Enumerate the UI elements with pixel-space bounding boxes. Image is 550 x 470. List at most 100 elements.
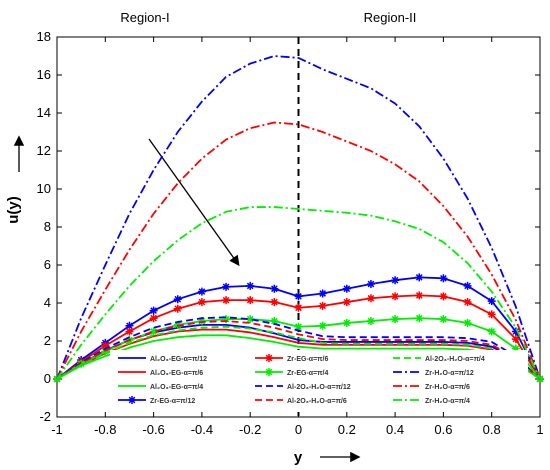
axes: -1 -0.8 -0.6 -0.4 -0.2 0 0.2 0.4 0.6 0.8 1 -2 0 2 4 6 8 1… [13,29,544,463]
x-tick-label: 0 [295,422,302,437]
series-point-3-4 [149,306,158,315]
y-tick-label: 12 [37,143,51,158]
series-point-3-9 [270,284,279,293]
series-point-3-19 [511,327,520,336]
series-point-5-12 [342,318,351,327]
series-point-3-15 [415,273,424,282]
series-point-3-8 [246,281,255,290]
series-point-4-3 [125,327,134,336]
y-tick-label: 8 [44,219,51,234]
series-line-9 [56,55,541,380]
series-point-5-9 [270,317,279,326]
series-point-4-5 [173,304,182,313]
legend-label-7: Al-2O₃-H₂O-α=π/6 [287,398,347,405]
series-point-5-11 [318,321,327,330]
region-ii-label: Region-II [364,10,417,25]
x-tick-label: 0.4 [386,422,404,437]
series-line-8 [56,325,541,380]
series-point-4-2 [101,341,110,350]
series-point-3-5 [173,295,182,304]
legend-label-4: Zr-EG-α=π/6 [287,356,328,363]
series-point-4-17 [463,298,472,307]
legend-label-5: Zr-EG-α=π/4 [287,370,328,377]
series-line-11 [56,206,541,380]
legend-marker-3 [128,396,136,404]
y-axis-label: u(y) [5,196,22,224]
y-tick-label: 0 [44,371,51,386]
series-point-4-19 [511,335,520,344]
series-point-3-3 [125,321,134,330]
y-tick-label: 6 [44,257,51,272]
legend-label-1: Al₂O₃-EG-α=π/6 [150,370,203,377]
legend-marker-4 [265,354,273,362]
x-tick-label: 0.8 [483,422,501,437]
series-line-6 [56,316,541,380]
series-point-4-4 [149,314,158,323]
y-tick-label: 14 [37,105,51,120]
series-point-4-15 [415,291,424,300]
series-point-4-16 [439,292,448,301]
y-tick-label: 10 [37,181,51,196]
series-point-3-13 [366,280,375,288]
series-point-3-17 [463,281,472,290]
series-point-5-16 [439,315,448,324]
x-tick-label: 1 [536,422,543,437]
series-point-4-18 [487,310,496,319]
y-tick-label: 18 [37,29,51,44]
x-axis-label: y [294,449,303,466]
plot-series [53,55,544,383]
series-line-7 [56,320,541,380]
region-i-label: Region-I [120,10,169,25]
series-point-5-19 [511,344,520,353]
series-point-5-4 [149,327,158,336]
x-tick-label: -0.2 [239,422,261,437]
series-point-5-7 [222,315,231,324]
legend-box [110,350,528,412]
series-point-4-9 [270,298,279,307]
series-point-3-7 [222,282,231,291]
x-tick-label: -0.6 [142,422,164,437]
series-point-4-6 [197,298,206,307]
series-point-4-14 [391,292,400,301]
series-point-3-11 [318,289,327,298]
series-point-3-6 [197,287,206,296]
series-point-5-18 [487,327,496,336]
y-tick-label: 2 [44,333,51,348]
legend-label-6: Al-2O₃-H₂O-α=π/12 [287,384,351,391]
x-tick-label: 0.6 [434,422,452,437]
series-point-4-12 [342,298,351,307]
y-tick-label: 4 [44,295,51,310]
legend-label-8: Al-2O₃-H₂O-α=π/4 [425,356,485,363]
legend-label-3: Zr-EG-α=π/12 [150,398,195,405]
series-point-4-10 [294,303,303,312]
series-point-4-7 [222,296,231,305]
series-line-1 [56,328,541,380]
legend-label-2: Al₂O₃-EG-α=π/4 [150,384,203,391]
series-point-3-14 [391,276,400,285]
legend-label-11: Zr-H₂O-α=π/4 [425,398,470,405]
legend: Al₂O₃-EG-α=π/12 Al₂O₃-EG-α=π/6 Al₂O₃-EG-α=… [110,350,528,412]
series-point-3-10 [294,292,303,301]
series-point-5-5 [173,320,182,329]
series-point-4-8 [246,296,255,305]
series-point-5-17 [463,318,472,327]
series-point-5-13 [366,317,375,326]
legend-label-0: Al₂O₃-EG-α=π/12 [150,356,207,363]
x-tick-label: 0.2 [338,422,356,437]
series-point-5-8 [246,315,255,324]
series-point-5-15 [415,314,424,323]
y-tick-label: -2 [39,409,51,424]
series-point-3-16 [439,274,448,283]
series-point-4-11 [318,301,327,310]
series-line-2 [56,334,541,380]
series-line-10 [56,121,541,380]
series-point-5-6 [197,317,206,326]
series-point-5-14 [391,315,400,324]
x-tick-label: -1 [51,422,63,437]
x-tick-label: -0.8 [94,422,116,437]
legend-label-9: Zr-H₂O-α=π/12 [425,370,474,377]
trend-arrow-icon [148,138,240,267]
legend-marker-5 [265,368,273,376]
series-point-4-13 [366,294,375,303]
